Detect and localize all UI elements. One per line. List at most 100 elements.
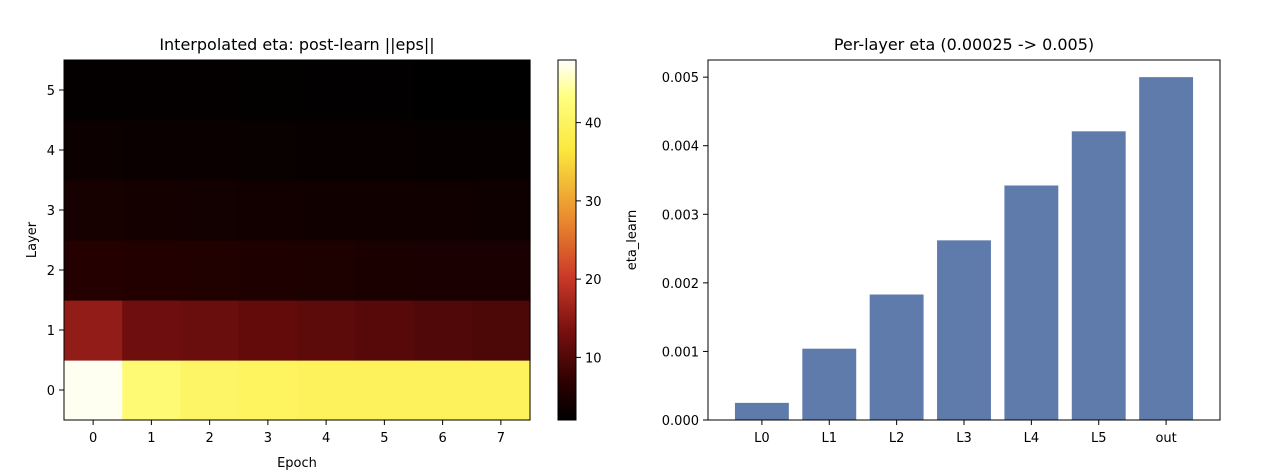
heatmap-cell	[413, 120, 473, 181]
bar-panel: Per-layer eta (0.00025 -> 0.005) L0 L1 L2 L…	[625, 35, 1221, 446]
heatmap-cell	[64, 300, 123, 361]
heatmap-y-ticks: 0 1 2 3 4 5	[47, 84, 64, 399]
heatmap-cell	[64, 180, 123, 241]
heatmap-cell	[180, 180, 240, 241]
bar-title: Per-layer eta (0.00025 -> 0.005)	[834, 35, 1094, 54]
bar-y-tick-label: 0.001	[662, 345, 699, 360]
bar-x-tick-label: L4	[1024, 431, 1040, 446]
heatmap-cell	[471, 60, 531, 121]
heatmap-cell	[180, 240, 240, 301]
heatmap-cell	[413, 180, 473, 241]
heatmap-cell	[297, 180, 356, 241]
bar-L5	[1071, 131, 1126, 420]
bar-y-tick-label: 0.004	[662, 140, 699, 155]
heatmap-y-tick-label: 3	[47, 204, 55, 219]
heatmap-x-tick-label: 3	[264, 431, 272, 446]
bar-out	[1139, 77, 1194, 420]
colorbar-ticks: 10 20 30 40	[576, 117, 602, 366]
heatmap-y-tick-label: 4	[47, 144, 55, 159]
bar-L4	[1004, 185, 1059, 420]
heatmap-cell	[238, 300, 298, 361]
heatmap-cell	[471, 300, 531, 361]
heatmap-cell	[122, 300, 182, 361]
heatmap-cell	[180, 60, 240, 121]
heatmap-y-label: Layer	[25, 221, 40, 258]
colorbar-tick-label: 20	[585, 273, 602, 288]
heatmap-cell	[180, 360, 240, 421]
heatmap-x-ticks: 0 1 2 3 4 5 6 7	[89, 420, 505, 446]
bar-x-tick-label: L1	[822, 431, 838, 446]
heatmap-cell	[297, 240, 356, 301]
heatmap-y-tick-label: 1	[47, 324, 55, 339]
heatmap-x-tick-label: 7	[497, 431, 505, 446]
heatmap-cell	[413, 60, 473, 121]
heatmap-cell	[180, 300, 240, 361]
heatmap-cell	[297, 300, 356, 361]
heatmap-cell	[355, 180, 415, 241]
heatmap-panel: Interpolated eta: post-learn ||eps|| 0 1 2…	[25, 35, 531, 471]
heatmap-cell	[355, 120, 415, 181]
bar-x-tick-label: L0	[754, 431, 770, 446]
heatmap-cell	[122, 180, 182, 241]
heatmap-cell	[122, 240, 182, 301]
bar-y-tick-label: 0.002	[662, 277, 699, 292]
heatmap-x-label: Epoch	[277, 456, 317, 471]
heatmap-x-tick-label: 2	[205, 431, 213, 446]
heatmap-x-tick-label: 6	[438, 431, 446, 446]
bar-y-tick-label: 0.000	[662, 414, 699, 429]
heatmap-cell	[297, 60, 356, 121]
heatmap-cell	[355, 300, 415, 361]
bar-L3	[937, 240, 991, 420]
heatmap-cell	[297, 360, 356, 421]
colorbar: 10 20 30 40	[557, 59, 602, 421]
heatmap-cell	[355, 240, 415, 301]
bar-L1	[802, 348, 857, 420]
heatmap-cells	[64, 60, 531, 421]
heatmap-x-tick-label: 5	[380, 431, 388, 446]
bar-x-tick-label: L5	[1091, 431, 1107, 446]
heatmap-cell	[355, 60, 415, 121]
heatmap-cell	[64, 360, 123, 421]
heatmap-cell	[297, 120, 356, 181]
heatmap-y-tick-label: 2	[47, 264, 55, 279]
heatmap-cell	[122, 120, 182, 181]
bar-x-tick-label: L3	[956, 431, 972, 446]
heatmap-cell	[471, 120, 531, 181]
bar-y-tick-label: 0.003	[662, 208, 699, 223]
heatmap-cell	[413, 360, 473, 421]
heatmap-x-tick-label: 0	[89, 431, 97, 446]
heatmap-cell	[122, 360, 182, 421]
heatmap-cell	[122, 60, 182, 121]
colorbar-tick-label: 10	[585, 351, 602, 366]
heatmap-cell	[64, 120, 123, 181]
heatmap-cell	[471, 180, 531, 241]
heatmap-cell	[413, 300, 473, 361]
colorbar-tick-label: 40	[585, 117, 602, 132]
bar-series	[734, 77, 1194, 420]
colorbar-tick-label: 30	[585, 195, 602, 210]
heatmap-x-tick-label: 4	[322, 431, 330, 446]
heatmap-cell	[238, 60, 298, 121]
heatmap-cell	[471, 240, 531, 301]
heatmap-frame	[63, 59, 531, 421]
bar-y-ticks: 0.000 0.001 0.002 0.003 0.004 0.005	[662, 71, 708, 429]
heatmap-y-tick-label: 0	[47, 384, 55, 399]
heatmap-cell	[238, 360, 298, 421]
heatmap-x-tick-label: 1	[147, 431, 155, 446]
heatmap-cell	[413, 240, 473, 301]
heatmap-cell	[238, 240, 298, 301]
bar-y-label: eta_learn	[625, 210, 640, 271]
bar-x-tick-label: out	[1155, 431, 1176, 446]
heatmap-cell	[471, 360, 531, 421]
heatmap-cell	[238, 180, 298, 241]
heatmap-cell	[238, 120, 298, 181]
heatmap-y-tick-label: 5	[47, 84, 55, 99]
colorbar-gradient	[557, 59, 577, 421]
heatmap-cell	[64, 240, 123, 301]
heatmap-cell	[180, 120, 240, 181]
bar-x-tick-label: L2	[889, 431, 905, 446]
bar-y-tick-label: 0.005	[662, 71, 699, 86]
heatmap-cell	[64, 60, 123, 121]
heatmap-title: Interpolated eta: post-learn ||eps||	[159, 35, 434, 54]
